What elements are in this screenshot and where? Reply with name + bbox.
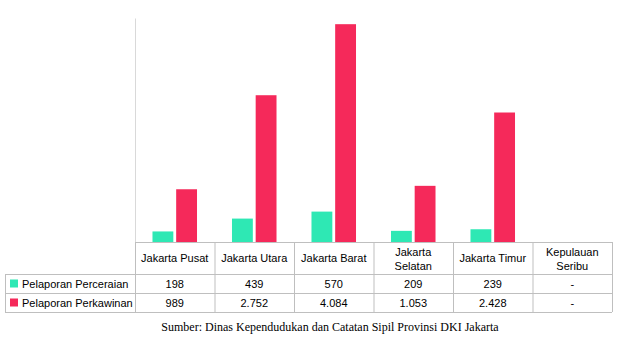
category-label: Jakarta Barat — [301, 252, 366, 264]
table-value: 570 — [325, 278, 343, 290]
bar — [494, 113, 515, 242]
table-border — [294, 242, 295, 312]
table-value: - — [570, 278, 574, 290]
table-value: - — [570, 297, 574, 309]
bar — [415, 186, 436, 242]
bar — [311, 212, 332, 242]
category-label: Jakarta Pusat — [141, 252, 208, 264]
table-value: 2.752 — [240, 297, 268, 309]
table-border — [5, 312, 612, 313]
table-value: 209 — [404, 278, 422, 290]
bar — [391, 231, 412, 242]
bar — [256, 95, 277, 242]
source-note: Sumber: Dinas Kependudukan dan Catatan S… — [161, 320, 499, 334]
category-label: Jakarta Utara — [221, 252, 288, 264]
table-value: 239 — [484, 278, 502, 290]
bars — [152, 24, 515, 242]
y-axis — [135, 19, 136, 243]
bar — [232, 219, 253, 242]
table-border — [374, 242, 375, 312]
data-table: Jakarta Pusat Jakarta Utara Jakarta Barat J… — [5, 242, 613, 313]
bar — [470, 229, 491, 242]
table-border — [5, 274, 612, 275]
category-label: Jakarta Timur — [459, 252, 526, 264]
table-border — [533, 242, 534, 312]
category-label: KepulauanSeribu — [546, 246, 599, 272]
legend-swatch — [10, 280, 18, 288]
table-border — [5, 293, 612, 294]
y-axis-line — [135, 19, 136, 243]
table-border — [612, 242, 613, 312]
table-value: 2.428 — [479, 297, 507, 309]
legend-label: Pelaporan Perkawinan — [22, 297, 133, 309]
legend-swatch — [10, 299, 18, 307]
bar — [335, 24, 356, 242]
chart: Jakarta Pusat Jakarta Utara Jakarta Barat J… — [0, 0, 620, 348]
table-value: 198 — [166, 278, 184, 290]
table-value: 439 — [245, 278, 263, 290]
table-border — [5, 274, 6, 312]
table-value: 4.084 — [320, 297, 348, 309]
table-value: 1.053 — [399, 297, 427, 309]
bar — [152, 231, 173, 242]
category-label: JakartaSelatan — [395, 246, 433, 272]
bar — [176, 189, 197, 242]
table-border — [215, 242, 216, 312]
legend-label: Pelaporan Perceraian — [22, 278, 128, 290]
table-border — [453, 242, 454, 312]
table-border — [135, 242, 136, 312]
table-value: 989 — [166, 297, 184, 309]
